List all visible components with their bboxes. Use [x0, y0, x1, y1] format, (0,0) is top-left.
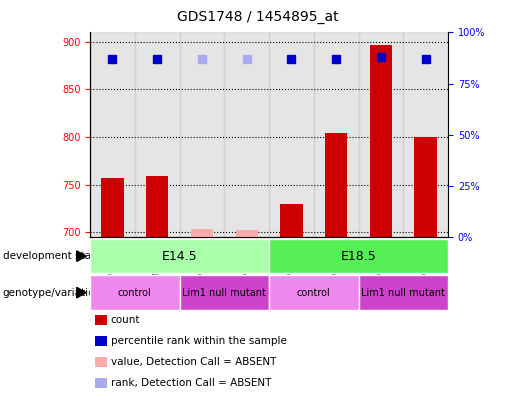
- Bar: [191, 229, 213, 237]
- Text: rank, Detection Call = ABSENT: rank, Detection Call = ABSENT: [111, 378, 271, 388]
- Bar: [235, 230, 258, 237]
- Text: Lim1 null mutant: Lim1 null mutant: [182, 288, 266, 298]
- Bar: [415, 137, 437, 237]
- Bar: [314, 32, 358, 237]
- Text: E14.5: E14.5: [162, 249, 197, 263]
- Bar: [269, 32, 314, 237]
- Bar: [135, 32, 180, 237]
- Text: GDS1748 / 1454895_at: GDS1748 / 1454895_at: [177, 10, 338, 24]
- Text: value, Detection Call = ABSENT: value, Detection Call = ABSENT: [111, 357, 276, 367]
- Bar: [325, 133, 348, 237]
- Text: percentile rank within the sample: percentile rank within the sample: [111, 336, 287, 346]
- Bar: [403, 32, 448, 237]
- Bar: [358, 32, 403, 237]
- Bar: [146, 176, 168, 237]
- Text: control: control: [118, 288, 152, 298]
- Bar: [90, 32, 135, 237]
- Bar: [225, 32, 269, 237]
- Text: development stage: development stage: [3, 251, 104, 261]
- Bar: [180, 32, 225, 237]
- Bar: [370, 45, 392, 237]
- Text: Lim1 null mutant: Lim1 null mutant: [362, 288, 445, 298]
- Bar: [101, 178, 124, 237]
- Text: count: count: [111, 315, 140, 325]
- Bar: [280, 204, 303, 237]
- Text: genotype/variation: genotype/variation: [3, 288, 101, 298]
- Text: E18.5: E18.5: [341, 249, 376, 263]
- Text: control: control: [297, 288, 331, 298]
